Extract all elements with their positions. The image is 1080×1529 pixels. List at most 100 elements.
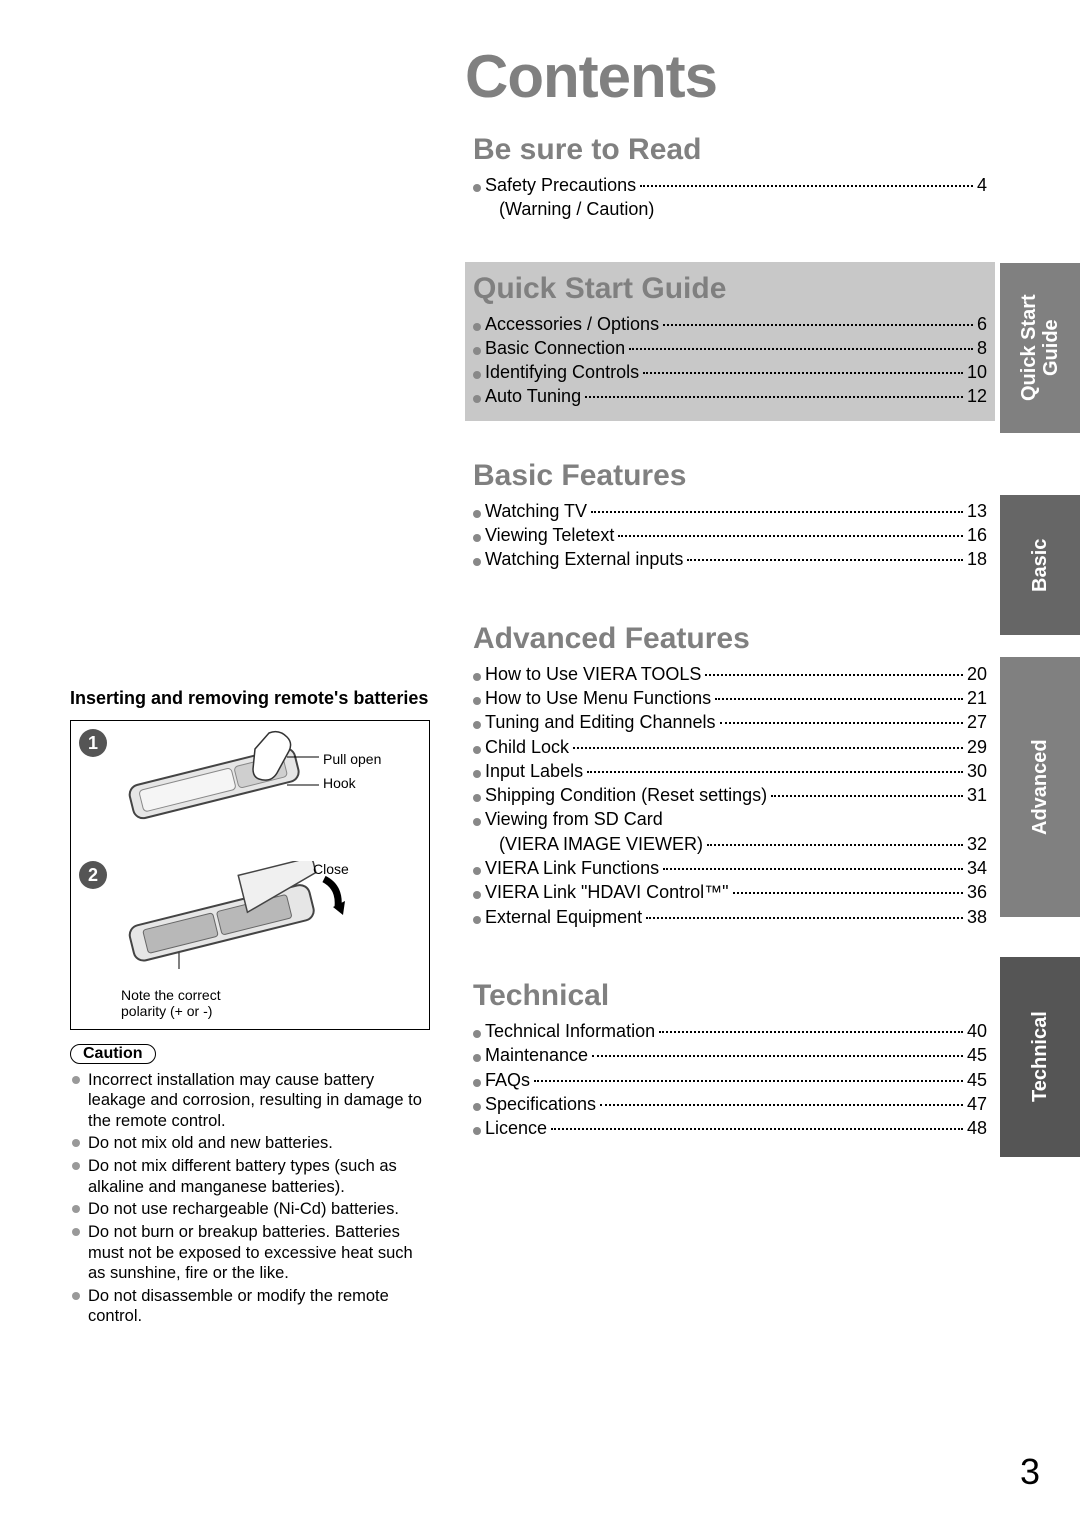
bullet-icon xyxy=(473,347,481,355)
toc-item: Accessories / Options6 xyxy=(473,312,987,336)
toc-item-label: Licence xyxy=(485,1116,547,1140)
toc-item: Child Lock 29 xyxy=(473,735,987,759)
tab-quick-start-guide: Quick Start Guide xyxy=(1000,263,1080,433)
toc-leader xyxy=(587,771,963,773)
bullet-icon xyxy=(473,673,481,681)
toc-item-label: Child Lock xyxy=(485,735,569,759)
toc-item-label: Viewing Teletext xyxy=(485,523,614,547)
toc-item: VIERA Link "HDAVI Control™" 36 xyxy=(473,880,987,904)
close-label: Close xyxy=(313,861,349,877)
toc-leader xyxy=(687,559,963,561)
side-tabs: Quick Start Guide Basic Advanced Technic… xyxy=(1000,263,1080,1157)
toc-leader xyxy=(663,324,973,326)
bullet-icon xyxy=(473,323,481,331)
toc-page-number: 27 xyxy=(967,710,987,734)
step-2-badge: 2 xyxy=(79,861,107,889)
toc-item: Technical Information40 xyxy=(473,1019,987,1043)
toc-page-number: 34 xyxy=(967,856,987,880)
toc-item-label: Auto Tuning xyxy=(485,384,581,408)
toc-item-label: How to Use VIERA TOOLS xyxy=(485,662,701,686)
toc-page-number: 13 xyxy=(967,499,987,523)
toc-page-number: 36 xyxy=(967,880,987,904)
caution-heading: Caution xyxy=(70,1044,156,1064)
bullet-icon xyxy=(473,916,481,924)
toc-item-label: FAQs xyxy=(485,1068,530,1092)
bullet-icon xyxy=(473,558,481,566)
toc-section: Basic FeaturesWatching TV13Viewing Telet… xyxy=(465,449,995,584)
toc-subnote: (Warning / Caution) xyxy=(473,197,987,221)
toc-section-title: Quick Start Guide xyxy=(473,272,987,306)
toc-item: How to Use Menu Functions21 xyxy=(473,686,987,710)
bullet-icon xyxy=(473,534,481,542)
bullet-icon xyxy=(473,184,481,192)
toc-item-label: Watching External inputs xyxy=(485,547,683,571)
toc-item-label: Safety Precautions xyxy=(485,173,636,197)
toc-section-title: Advanced Features xyxy=(473,622,987,656)
toc-item: Viewing Teletext 16 xyxy=(473,523,987,547)
toc-page-number: 31 xyxy=(967,783,987,807)
bullet-icon xyxy=(473,867,481,875)
toc-page-number: 38 xyxy=(967,905,987,929)
toc-item-label: Identifying Controls xyxy=(485,360,639,384)
remote-close-illustration xyxy=(119,861,349,981)
bullet-icon xyxy=(473,395,481,403)
caution-list: Incorrect installation may cause battery… xyxy=(70,1070,430,1328)
toc-item: Auto Tuning 12 xyxy=(473,384,987,408)
toc-item-label: Specifications xyxy=(485,1092,596,1116)
toc-section-title: Basic Features xyxy=(473,459,987,493)
caution-block: Caution Incorrect installation may cause… xyxy=(70,1044,430,1328)
toc-item-label: Accessories / Options xyxy=(485,312,659,336)
toc-page-number: 4 xyxy=(977,173,987,197)
toc-page-number: 12 xyxy=(967,384,987,408)
toc-leader xyxy=(534,1080,963,1082)
toc-item: Safety Precautions 4 xyxy=(473,173,987,197)
bullet-icon xyxy=(473,1103,481,1111)
toc-page-number: 18 xyxy=(967,547,987,571)
toc-page-number: 47 xyxy=(967,1092,987,1116)
bullet-icon xyxy=(473,818,481,826)
page-number: 3 xyxy=(1020,1451,1040,1493)
toc-item-label: Watching TV xyxy=(485,499,587,523)
caution-item: Do not mix old and new batteries. xyxy=(70,1133,430,1154)
bullet-icon xyxy=(473,510,481,518)
toc-page-number: 20 xyxy=(967,662,987,686)
toc-item-label: Basic Connection xyxy=(485,336,625,360)
tab-technical: Technical xyxy=(1000,957,1080,1157)
bullet-icon xyxy=(473,891,481,899)
toc-page-number: 32 xyxy=(967,832,987,856)
bullet-icon xyxy=(473,770,481,778)
toc-leader xyxy=(640,185,973,187)
toc-item: Viewing from SD Card xyxy=(473,807,987,831)
toc-item-label: Viewing from SD Card xyxy=(485,807,663,831)
toc-page-number: 29 xyxy=(967,735,987,759)
toc-page-number: 16 xyxy=(967,523,987,547)
toc-leader xyxy=(618,535,963,537)
toc-leader xyxy=(646,917,963,919)
toc-item-label: Shipping Condition (Reset settings) xyxy=(485,783,767,807)
caution-item: Do not mix different battery types (such… xyxy=(70,1156,430,1197)
toc-section-title: Be sure to Read xyxy=(473,133,987,167)
toc-leader xyxy=(715,698,963,700)
toc-section: Be sure to Read Safety Precautions 4(Warni… xyxy=(465,123,995,234)
toc-item: VIERA Link Functions34 xyxy=(473,856,987,880)
toc-item: Basic Connection8 xyxy=(473,336,987,360)
toc-item: Identifying Controls10 xyxy=(473,360,987,384)
toc-page-number: 21 xyxy=(967,686,987,710)
toc-leader xyxy=(585,396,963,398)
toc-leader xyxy=(573,747,963,749)
toc-item: Watching TV 13 xyxy=(473,499,987,523)
bullet-icon xyxy=(473,794,481,802)
toc-item: Input Labels30 xyxy=(473,759,987,783)
toc-section: Quick Start Guide Accessories / Options6B… xyxy=(465,262,995,421)
toc-leader xyxy=(707,844,963,846)
toc-item-label: VIERA Link "HDAVI Control™" xyxy=(485,880,729,904)
toc-item: Maintenance45 xyxy=(473,1043,987,1067)
toc-leader xyxy=(705,674,963,676)
toc-section-title: Technical xyxy=(473,979,987,1013)
toc-list: Watching TV13Viewing Teletext16Watching … xyxy=(473,499,987,572)
toc-list: Technical Information40Maintenance45FAQs… xyxy=(473,1019,987,1140)
toc-page-number: 45 xyxy=(967,1043,987,1067)
hook-label: Hook xyxy=(323,775,356,791)
tab-basic: Basic xyxy=(1000,495,1080,635)
right-column: Contents Be sure to ReadSafety Precautio… xyxy=(465,42,995,1180)
